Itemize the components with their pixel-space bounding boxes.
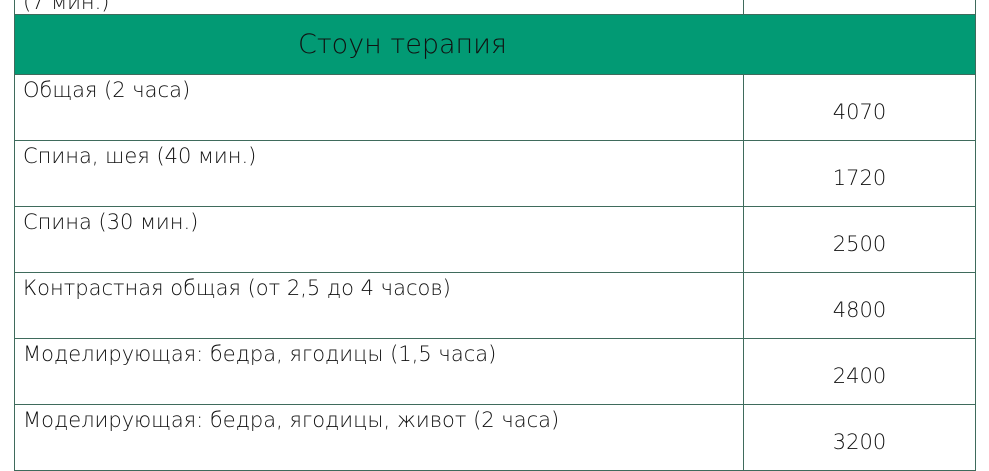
table-row: Общая (2 часа) 4070 bbox=[14, 74, 976, 141]
service-name: Контрастная общая (от 2,5 до 4 часов) bbox=[14, 272, 744, 339]
table-row: Моделирующая: бедра, ягодицы, живот (2 ч… bbox=[14, 404, 976, 471]
service-name: Моделирующая: бедра, ягодицы (1,5 часа) bbox=[14, 338, 744, 405]
table-row: Спина, шея (40 мин.) 1720 bbox=[14, 140, 976, 207]
section-header: Стоун терапия bbox=[14, 14, 976, 75]
service-name: Спина, шея (40 мин.) bbox=[14, 140, 744, 207]
service-price: 4070 bbox=[743, 74, 976, 141]
service-name-text: (7 мин.) bbox=[23, 0, 110, 14]
table-row: Моделирующая: бедра, ягодицы (1,5 часа) … bbox=[14, 338, 976, 405]
service-name: (7 мин.) bbox=[14, 0, 744, 15]
section-title: Стоун терапия bbox=[14, 14, 976, 75]
table-row: Контрастная общая (от 2,5 до 4 часов) 48… bbox=[14, 272, 976, 339]
section-title-text: Стоун терапия bbox=[298, 29, 507, 60]
table-row: Спина (30 мин.) 2500 bbox=[14, 206, 976, 273]
service-price: 2500 bbox=[743, 206, 976, 273]
service-name: Общая (2 часа) bbox=[14, 74, 744, 141]
table-row-previous: (7 мин.) bbox=[14, 0, 976, 15]
service-price bbox=[743, 0, 976, 15]
price-table: (7 мин.) Стоун терапия Общая (2 часа) 40… bbox=[14, 0, 976, 471]
service-price: 1720 bbox=[743, 140, 976, 207]
service-price: 2400 bbox=[743, 338, 976, 405]
service-price: 3200 bbox=[743, 404, 976, 471]
service-name: Моделирующая: бедра, ягодицы, живот (2 ч… bbox=[14, 404, 744, 471]
service-price: 4800 bbox=[743, 272, 976, 339]
service-name: Спина (30 мин.) bbox=[14, 206, 744, 273]
